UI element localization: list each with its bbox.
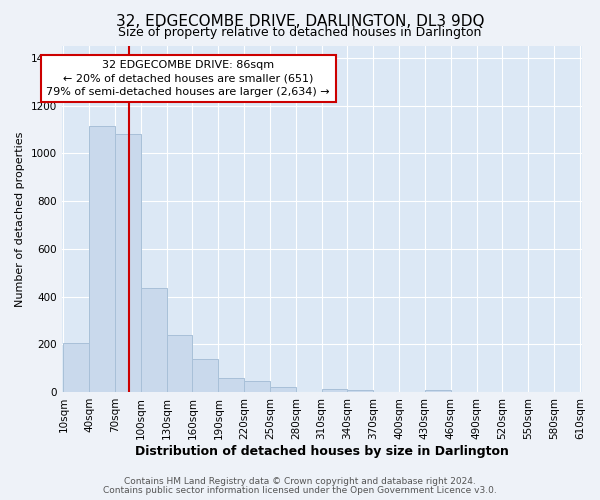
Text: Contains HM Land Registry data © Crown copyright and database right 2024.: Contains HM Land Registry data © Crown c… bbox=[124, 477, 476, 486]
Bar bbox=[115, 134, 141, 392]
Text: 32 EDGECOMBE DRIVE: 86sqm
← 20% of detached houses are smaller (651)
79% of semi: 32 EDGECOMBE DRIVE: 86sqm ← 20% of detac… bbox=[46, 60, 330, 96]
X-axis label: Distribution of detached houses by size in Darlington: Distribution of detached houses by size … bbox=[134, 444, 509, 458]
Bar bbox=[270, 388, 296, 392]
Bar bbox=[89, 126, 115, 392]
Bar bbox=[244, 382, 270, 392]
Bar bbox=[425, 390, 451, 392]
Y-axis label: Number of detached properties: Number of detached properties bbox=[15, 132, 25, 306]
Bar bbox=[193, 358, 218, 392]
Bar bbox=[141, 288, 167, 392]
Text: Contains public sector information licensed under the Open Government Licence v3: Contains public sector information licen… bbox=[103, 486, 497, 495]
Bar bbox=[218, 378, 244, 392]
Bar bbox=[64, 343, 89, 392]
Bar bbox=[167, 335, 193, 392]
Bar bbox=[322, 388, 347, 392]
Text: 32, EDGECOMBE DRIVE, DARLINGTON, DL3 9DQ: 32, EDGECOMBE DRIVE, DARLINGTON, DL3 9DQ bbox=[116, 14, 484, 29]
Text: Size of property relative to detached houses in Darlington: Size of property relative to detached ho… bbox=[118, 26, 482, 39]
Bar bbox=[347, 390, 373, 392]
